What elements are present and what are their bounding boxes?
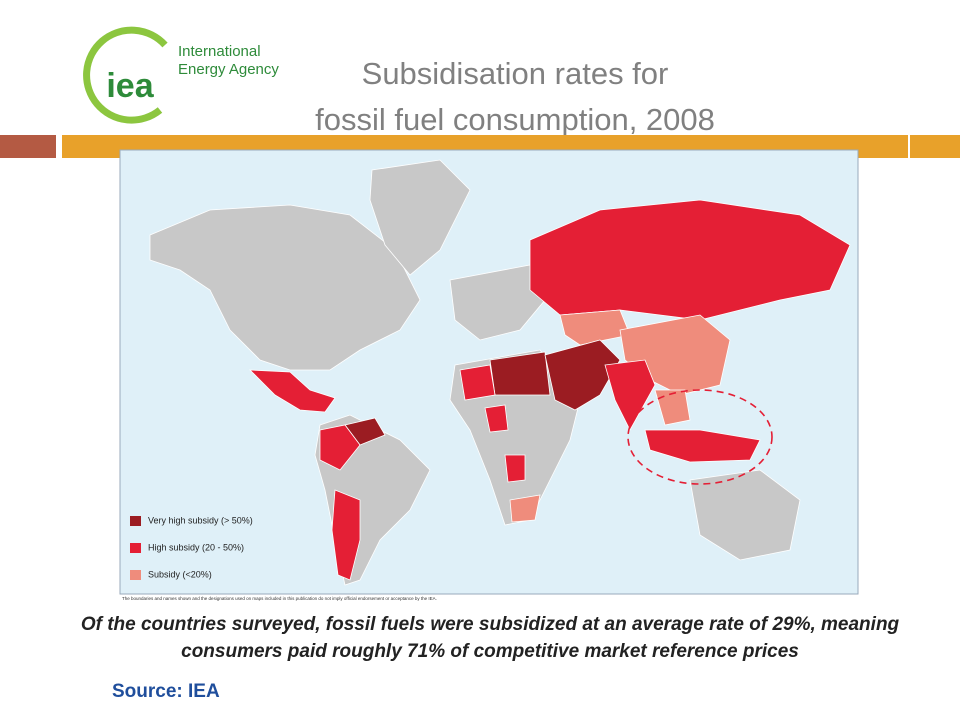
disclaimer: The boundaries and names shown and the d… xyxy=(122,596,437,601)
colombia-ecuador xyxy=(319,424,361,471)
greenland xyxy=(369,159,471,276)
legend-swatch xyxy=(130,516,141,526)
legend-label: Very high subsidy (> 50%) xyxy=(148,515,253,525)
logo-name: Energy Agency xyxy=(178,61,279,78)
angola xyxy=(504,454,526,483)
logo-arc xyxy=(83,26,168,124)
legend-label: Subsidy (<20%) xyxy=(148,569,212,579)
caption: consumers paid roughly 71% of competitiv… xyxy=(181,641,799,662)
middle-east xyxy=(544,339,621,411)
header-divider xyxy=(908,135,910,158)
nigeria xyxy=(484,404,509,433)
indonesia xyxy=(644,429,761,463)
logo-name: International xyxy=(178,43,261,60)
source: Source: IEA xyxy=(112,681,220,702)
legend-swatch xyxy=(130,543,141,553)
title: Subsidisation rates for xyxy=(362,56,669,91)
north-africa xyxy=(489,351,551,396)
algeria xyxy=(459,364,496,401)
argentina xyxy=(331,489,361,581)
highlight-circle xyxy=(627,389,773,485)
logo: iea International Energy Agency xyxy=(83,26,279,124)
caption: Of the countries surveyed, fossil fuels … xyxy=(81,614,900,635)
legend-swatch xyxy=(130,570,141,580)
central-asia xyxy=(559,309,631,346)
southeast-asia xyxy=(654,389,691,426)
mexico xyxy=(248,369,336,413)
logo-mark: iea xyxy=(106,67,154,105)
legend: Very high subsidy (> 50%) High subsidy (2… xyxy=(130,515,253,580)
russia xyxy=(529,199,851,321)
map xyxy=(149,159,851,586)
legend-label: High subsidy (20 - 50%) xyxy=(148,542,244,552)
australia xyxy=(689,469,801,561)
header-bar-left xyxy=(0,135,56,158)
north-america xyxy=(149,204,421,371)
south-africa xyxy=(509,494,541,523)
india xyxy=(604,359,656,431)
title: fossil fuel consumption, 2008 xyxy=(315,102,715,137)
